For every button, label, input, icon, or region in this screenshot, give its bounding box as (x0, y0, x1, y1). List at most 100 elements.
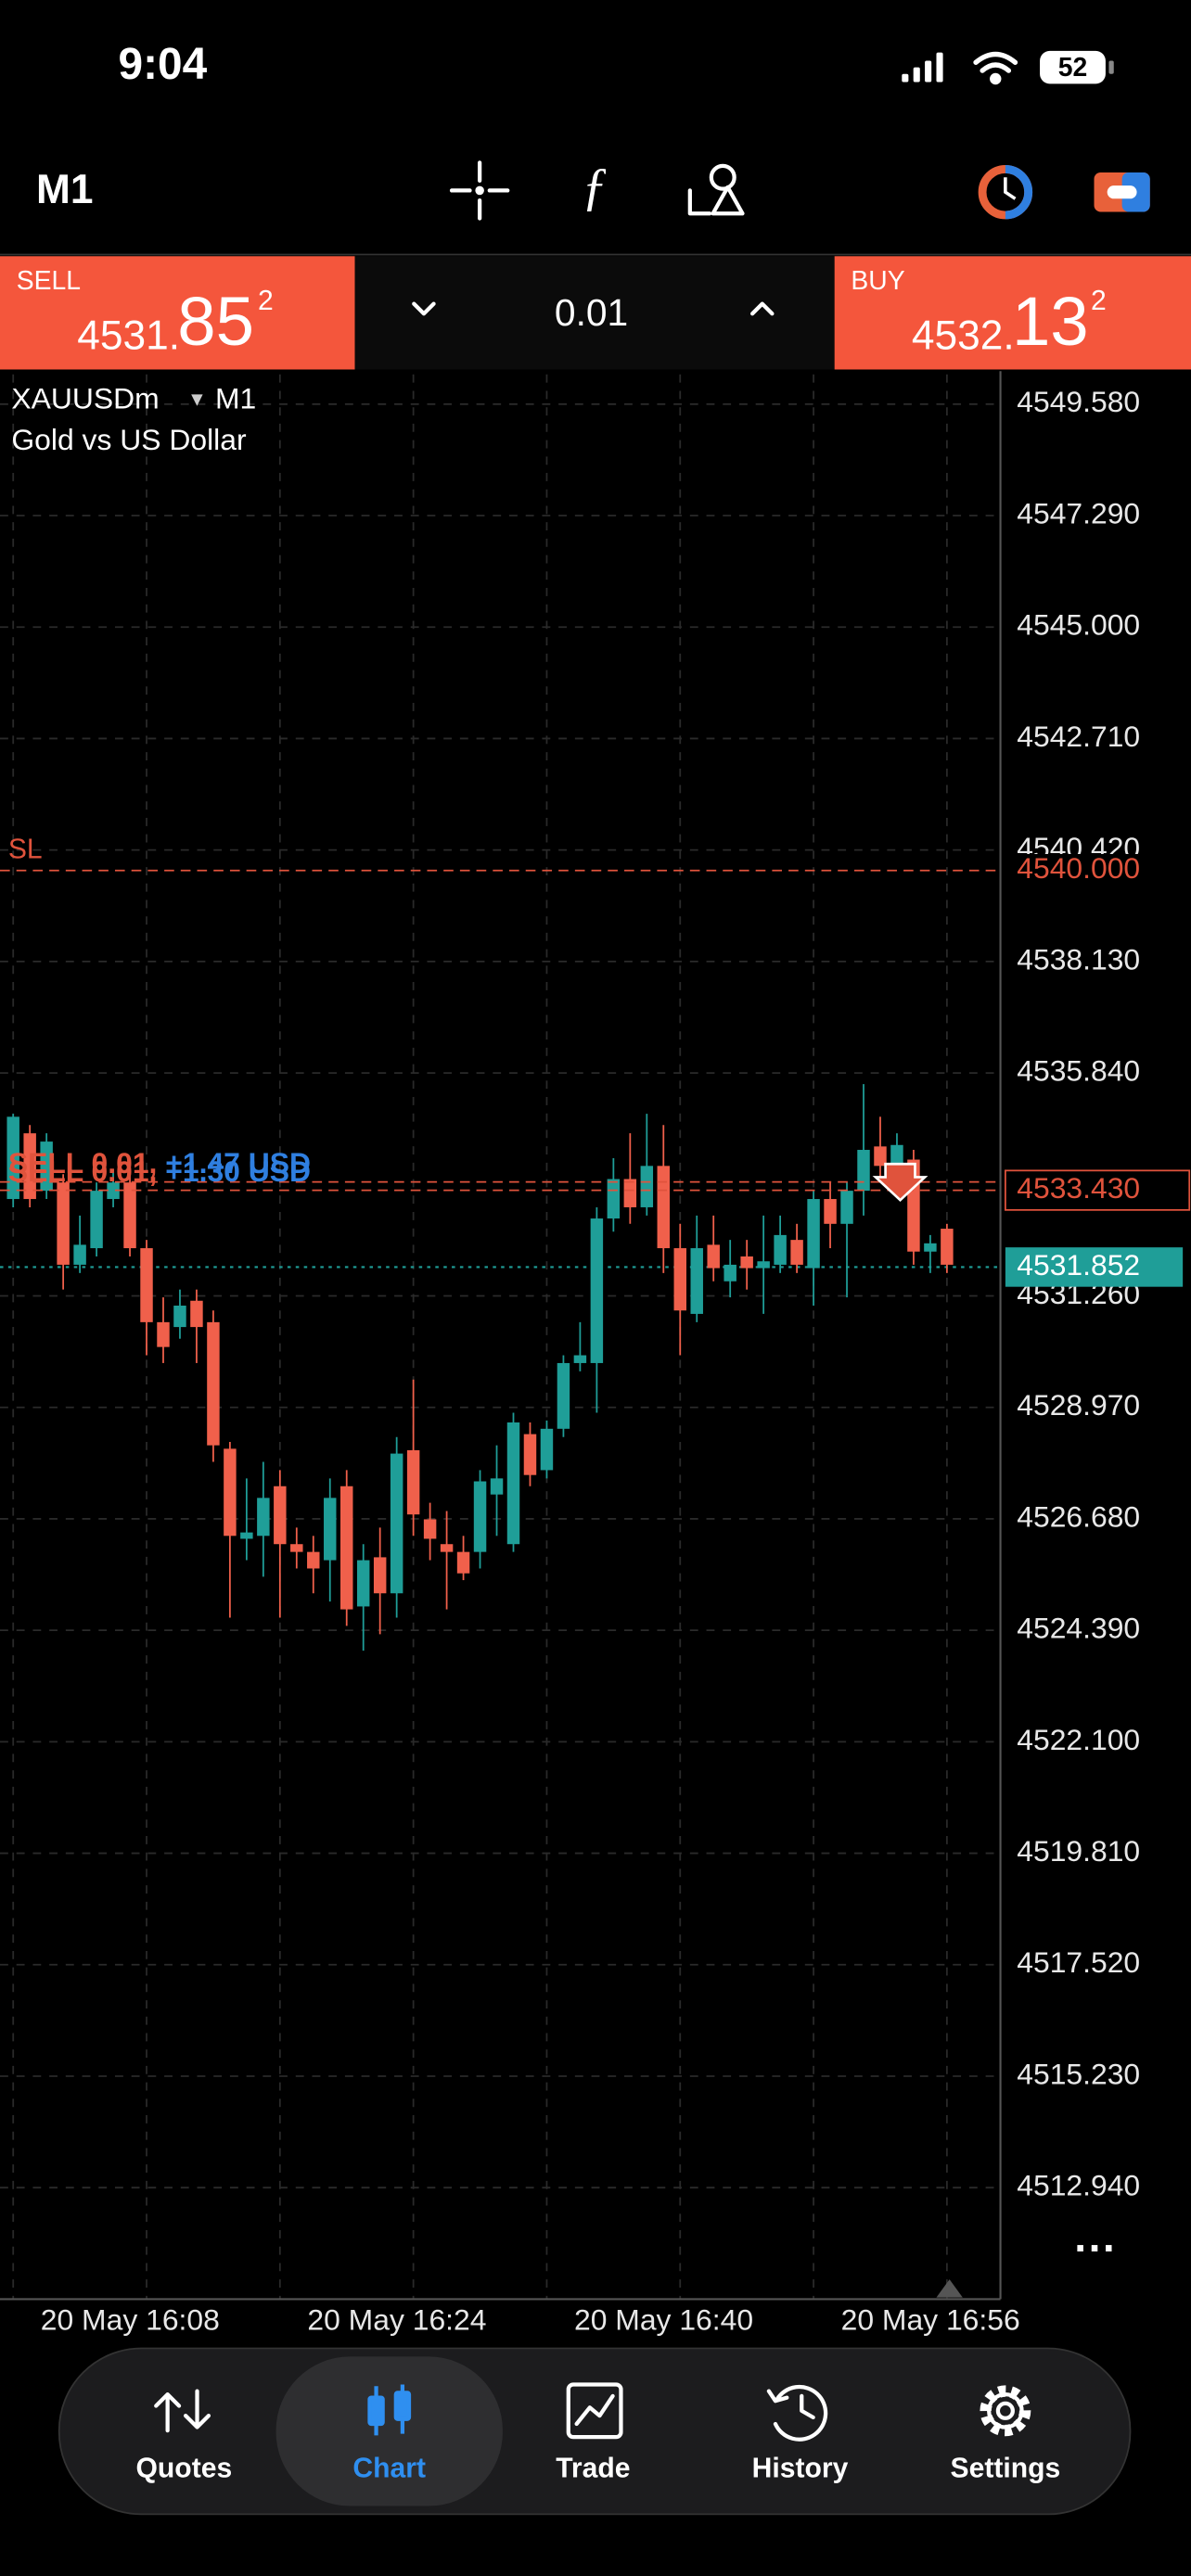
candle-body (107, 1182, 120, 1200)
tab-label[interactable]: Trade (556, 2454, 630, 2484)
candle-body (607, 1179, 621, 1219)
signal-icon (902, 52, 943, 83)
candle-body (157, 1321, 170, 1347)
objects-icon[interactable] (687, 163, 745, 216)
candle-body (724, 1264, 736, 1282)
tab-label[interactable]: Chart (352, 2454, 426, 2484)
candle-body (257, 1498, 270, 1537)
order-profit: +1.30 USD (165, 1154, 311, 1188)
volume-value[interactable]: 0.01 (555, 291, 628, 334)
x-tick-label: 20 May 16:40 (574, 2303, 753, 2337)
candle-body (540, 1428, 554, 1471)
x-tick-label: 20 May 16:56 (841, 2303, 1020, 2337)
y-tick-label: 4515.230 (1017, 2057, 1140, 2090)
candle-body (590, 1218, 604, 1363)
candle-body (190, 1300, 203, 1328)
candle-body (373, 1557, 387, 1594)
bid-price-box (1005, 1247, 1184, 1287)
status-time: 9:04 (119, 40, 208, 89)
scroll-marker (936, 2279, 963, 2298)
sell-price-big: 85 (177, 283, 254, 360)
candle-body (57, 1182, 70, 1265)
candle-body (523, 1434, 537, 1475)
chart-timeframe: M1 (215, 382, 256, 415)
order-price: 4533.430 (1017, 1171, 1140, 1205)
order-volume: SELL 0.01, (8, 1154, 158, 1188)
order-price-box (1004, 1169, 1191, 1211)
candle-body (774, 1234, 787, 1265)
candle-body (490, 1478, 504, 1495)
sell-price-sup: 2 (258, 286, 274, 316)
y-tick-label: 4547.290 (1017, 496, 1140, 529)
battery-icon (1040, 50, 1106, 84)
candle-body (73, 1244, 86, 1265)
candle-body (90, 1191, 103, 1249)
tab-label[interactable]: Settings (951, 2454, 1061, 2484)
candle-body (807, 1199, 820, 1269)
candle-body (573, 1355, 587, 1363)
candle-body (240, 1532, 253, 1539)
crosshair-icon[interactable] (449, 160, 510, 221)
candle-body (623, 1179, 637, 1207)
chart: 4549.5804547.2904545.0004542.7104540.420… (0, 374, 1191, 2337)
one-click-icon[interactable] (1094, 172, 1150, 212)
volume-up[interactable] (750, 301, 775, 316)
candle-body (790, 1240, 803, 1265)
stop-loss-price-bg (1005, 853, 1190, 887)
history-toggle-icon[interactable] (978, 164, 1033, 220)
candle-body (123, 1182, 136, 1249)
trade-icon (566, 2382, 623, 2440)
x-tick-label: 20 May 16:08 (41, 2303, 220, 2337)
indicators-icon[interactable]: ƒ (582, 159, 608, 216)
volume-down[interactable] (412, 301, 436, 316)
order-volume: SELL 0.01, (8, 1146, 158, 1180)
buy-button[interactable]: BUY 4532. 13 2 (834, 256, 1191, 370)
wifi-icon (973, 51, 1018, 85)
candle-body (840, 1191, 853, 1224)
stop-loss-price: 4540.000 (1017, 851, 1140, 885)
candle-body (740, 1256, 753, 1269)
chart-subtitle: Gold vs US Dollar (11, 423, 247, 456)
y-tick-label: 4512.940 (1017, 2169, 1140, 2202)
candle-body (173, 1306, 186, 1328)
candle-body (307, 1551, 320, 1569)
candle-body (657, 1166, 671, 1249)
y-tick-label: 4522.100 (1017, 1723, 1140, 1756)
candle-body (673, 1248, 686, 1311)
sell-button[interactable]: SELL 4531. 85 2 (0, 256, 355, 370)
battery-level: 52 (1058, 53, 1088, 83)
symbol-dropdown: ▼ (187, 389, 207, 411)
y-tick-label: 4535.840 (1017, 1054, 1140, 1088)
more-button[interactable]: ··· (1074, 2224, 1117, 2272)
timeframe-button[interactable]: M1 (36, 167, 94, 212)
y-tick-label: 4538.130 (1017, 942, 1140, 976)
sell-price-main: 4531. (77, 313, 180, 359)
settings-icon (980, 2385, 1031, 2437)
tab-label[interactable]: History (752, 2454, 849, 2484)
candle-body (224, 1448, 237, 1537)
candle-body (757, 1261, 770, 1269)
candle-body (340, 1486, 353, 1610)
y-tick-label: 4519.810 (1017, 1834, 1140, 1868)
tab-labels: Quotes Chart Trade History Settings (136, 2454, 1061, 2484)
x-tick-label: 20 May 16:24 (307, 2303, 486, 2337)
candle-body (707, 1244, 720, 1269)
quotes-icon (154, 2389, 211, 2433)
tab-label[interactable]: Quotes (136, 2454, 233, 2484)
candle-body (356, 1560, 370, 1607)
battery-tip (1108, 60, 1114, 74)
y-tick-label: 4524.390 (1017, 1612, 1140, 1645)
candle-body (390, 1453, 403, 1594)
candle-body (473, 1481, 487, 1552)
order-label: SELL 0.01, +1.30 USD (8, 1154, 311, 1188)
candle-body (440, 1544, 454, 1552)
candle-body (140, 1248, 153, 1322)
tab-bar (58, 2347, 1132, 2516)
candle-body (6, 1116, 19, 1200)
candle-body (640, 1166, 654, 1207)
order-label: SELL 0.01, +1.47 USD (8, 1146, 311, 1180)
y-tick-label: 4542.710 (1017, 720, 1140, 753)
candle-body (207, 1321, 220, 1446)
candle-body (874, 1146, 887, 1167)
candle-body (506, 1422, 520, 1545)
